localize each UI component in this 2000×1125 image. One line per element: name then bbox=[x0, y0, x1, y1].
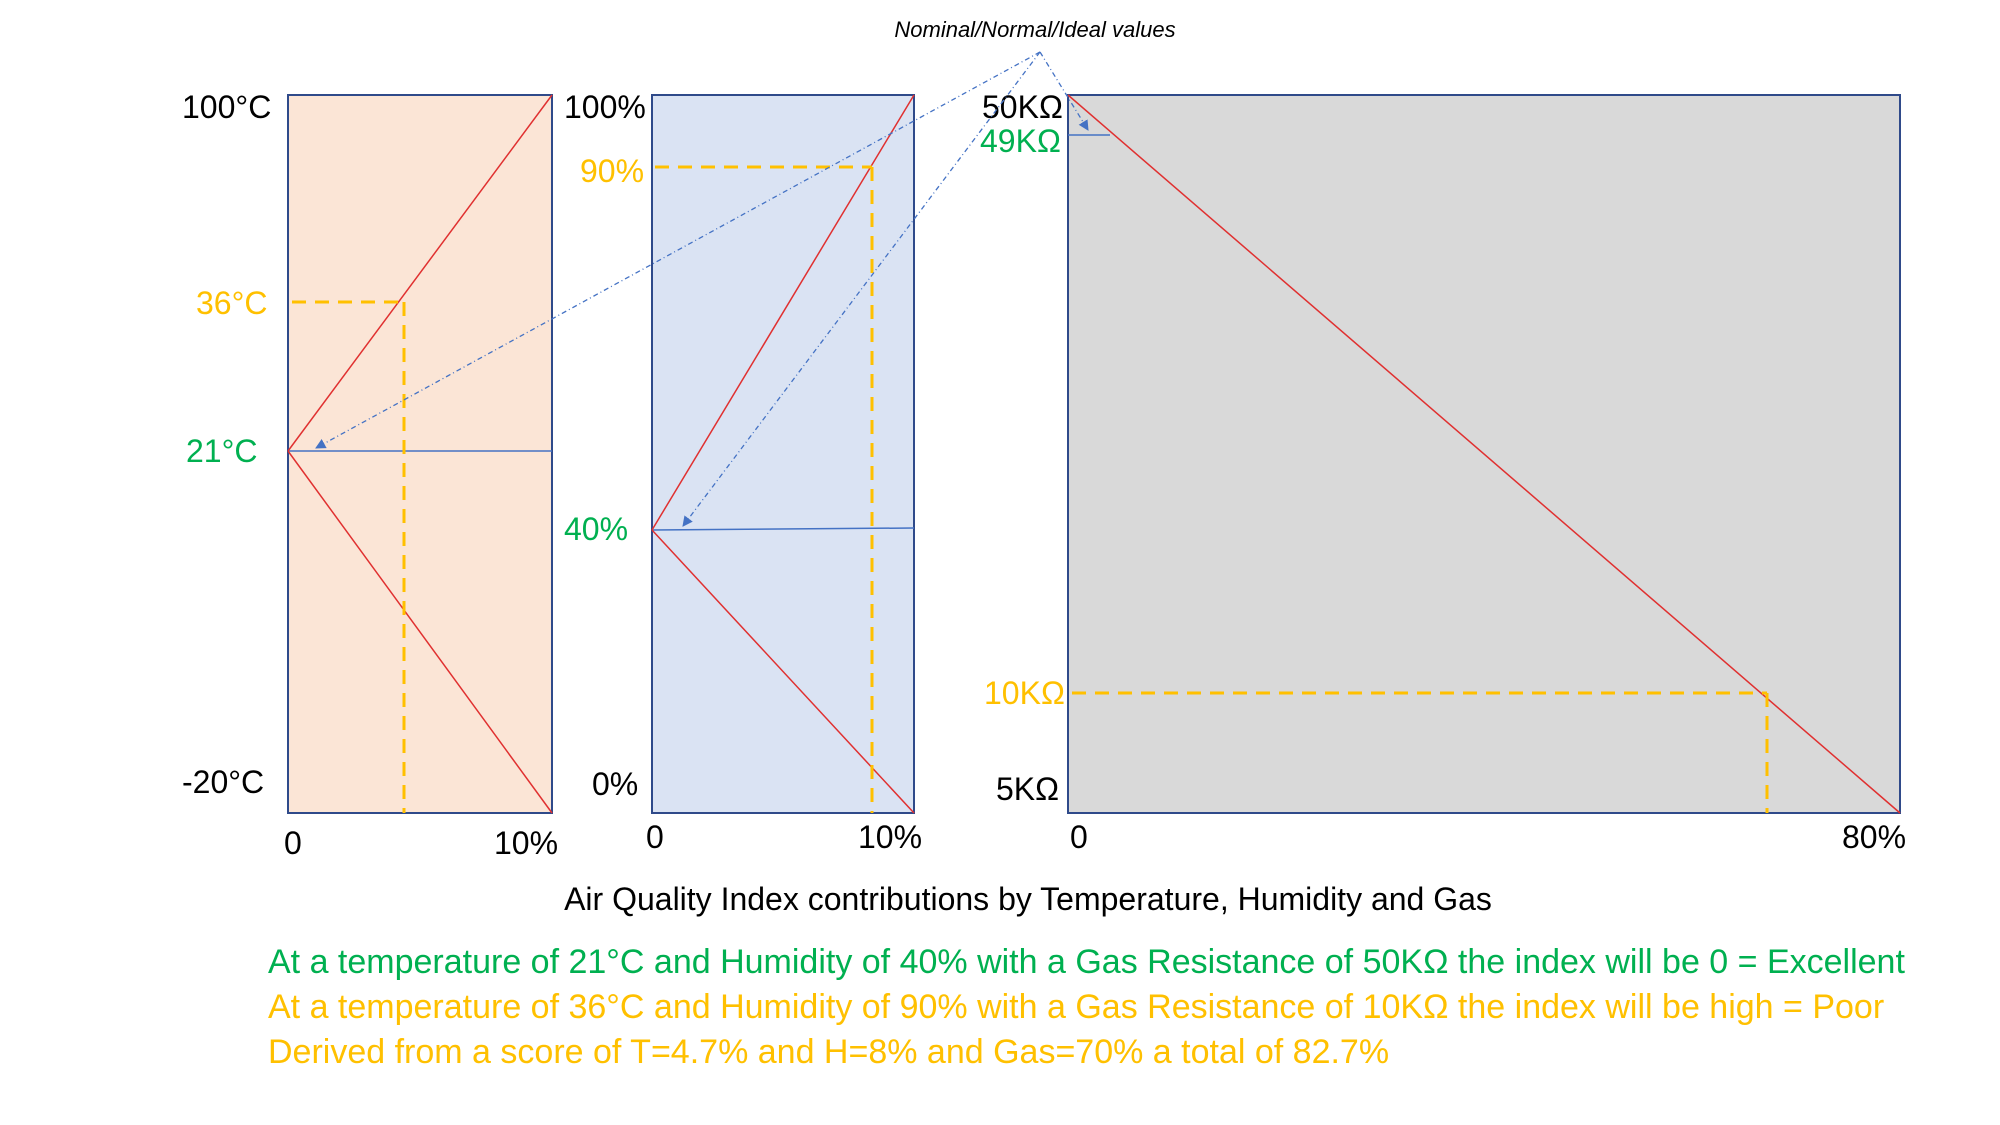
temperature-curve-lower bbox=[287, 450, 553, 814]
temperature-panel-box bbox=[287, 94, 553, 814]
humidity-panel-box bbox=[651, 94, 915, 814]
gas-ideal-label: 49KΩ bbox=[980, 123, 1061, 159]
gas-bottom-label: 5KΩ bbox=[996, 771, 1059, 807]
temperature-panel: 100°C 36°C 21°C -20°C 0 10% bbox=[182, 89, 558, 861]
summary-line-excellent: At a temperature of 21°C and Humidity of… bbox=[268, 943, 1905, 981]
temperature-top-label: 100°C bbox=[182, 89, 271, 125]
annotation-arrow-temperature bbox=[315, 51, 1041, 449]
humidity-ideal-label: 40% bbox=[564, 511, 628, 547]
gas-top-label: 50KΩ bbox=[982, 89, 1063, 125]
gas-panel: 50KΩ 49KΩ 10KΩ 5KΩ 0 80% bbox=[980, 89, 1906, 855]
humidity-curve-lower bbox=[651, 529, 915, 814]
annotation-arrow-humidity bbox=[682, 51, 1041, 527]
summary-line-poor: At a temperature of 36°C and Humidity of… bbox=[268, 988, 1885, 1026]
temperature-curve-upper bbox=[287, 94, 553, 452]
humidity-ideal-line bbox=[651, 527, 915, 531]
gas-example-label: 10KΩ bbox=[984, 675, 1065, 711]
gas-x-max-label: 80% bbox=[1842, 819, 1906, 855]
humidity-panel: 100% 90% 40% 0% 0 10% bbox=[564, 89, 922, 855]
temperature-x-max-label: 10% bbox=[494, 825, 558, 861]
temperature-ideal-label: 21°C bbox=[186, 433, 258, 469]
humidity-example-label: 90% bbox=[580, 153, 644, 189]
humidity-x-min-label: 0 bbox=[646, 819, 664, 855]
humidity-bottom-label: 0% bbox=[592, 766, 638, 802]
humidity-x-max-label: 10% bbox=[858, 819, 922, 855]
annotation-arrow-gas bbox=[1039, 51, 1089, 131]
temperature-x-min-label: 0 bbox=[284, 825, 302, 861]
temperature-bottom-label: -20°C bbox=[182, 764, 264, 800]
summary-line-derivation: Derived from a score of T=4.7% and H=8% … bbox=[268, 1033, 1390, 1071]
temperature-example-label: 36°C bbox=[196, 285, 268, 321]
humidity-top-label: 100% bbox=[564, 89, 646, 125]
diagram-caption: Air Quality Index contributions by Tempe… bbox=[564, 881, 1492, 917]
gas-curve bbox=[1067, 94, 1901, 814]
gas-x-min-label: 0 bbox=[1070, 819, 1088, 855]
nominal-annotation-label: Nominal/Normal/Ideal values bbox=[894, 17, 1175, 42]
nominal-annotation: Nominal/Normal/Ideal values bbox=[315, 17, 1176, 527]
